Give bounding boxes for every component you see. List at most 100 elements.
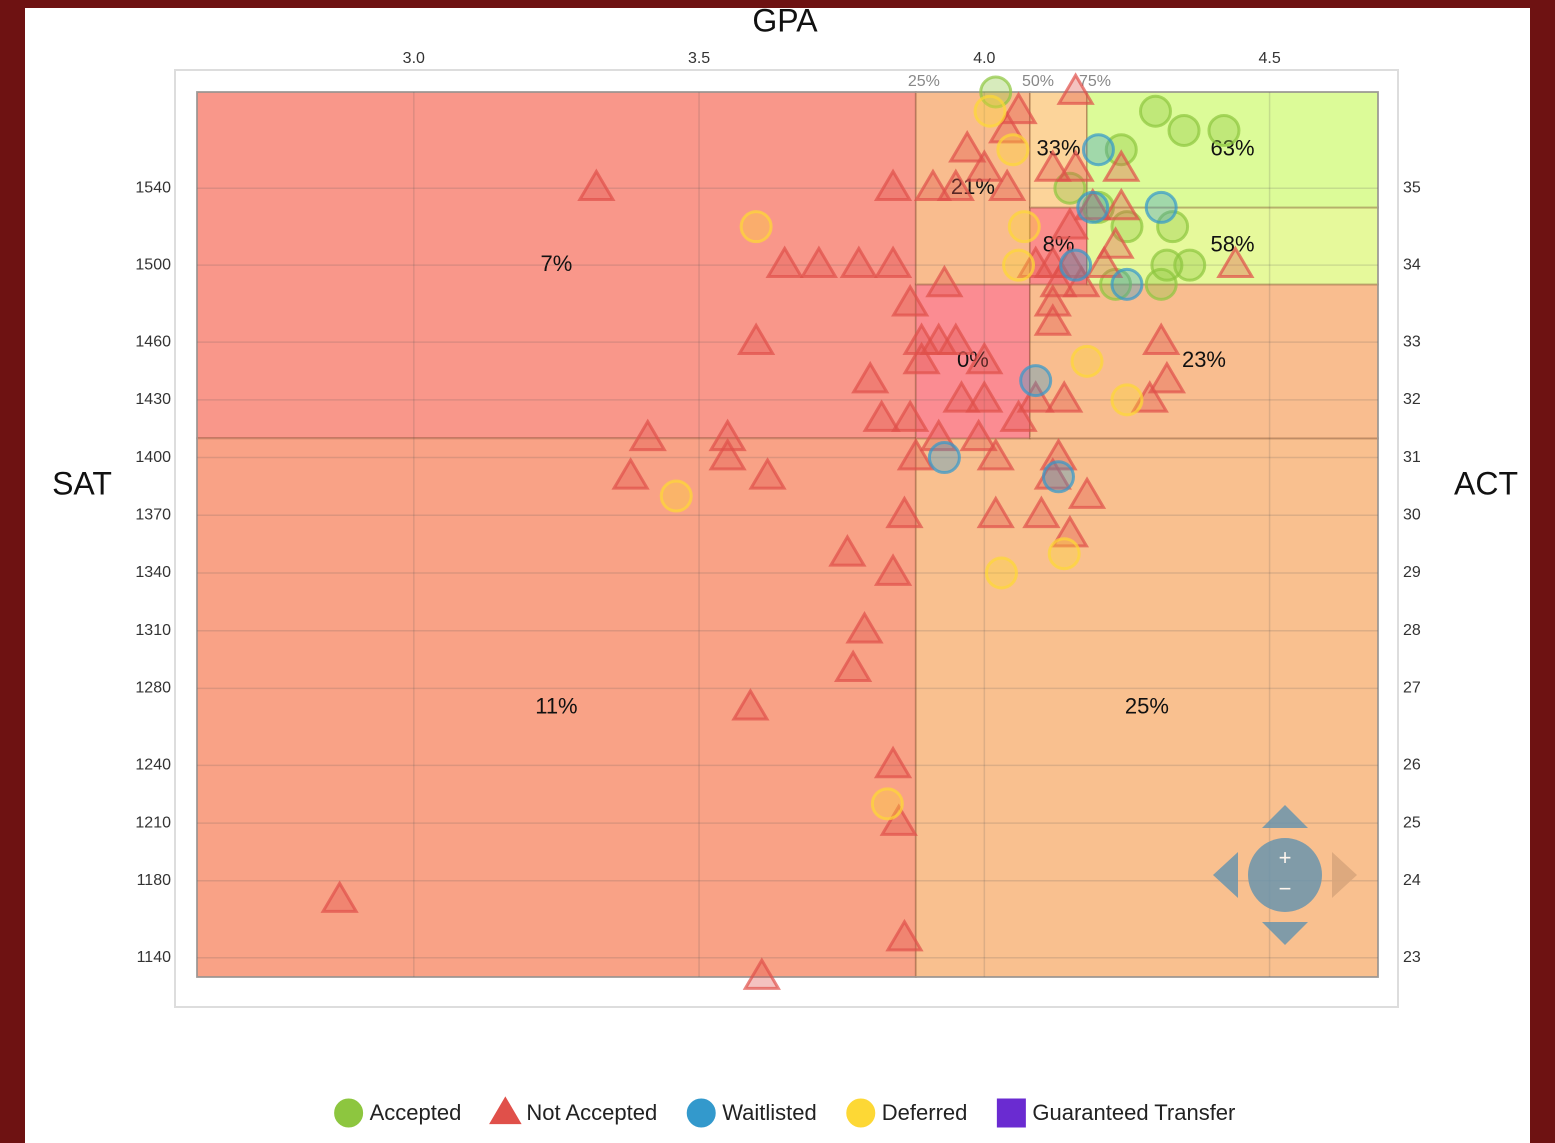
gpa-quartile-label: 50% (1022, 73, 1054, 90)
triangle-marker (902, 341, 941, 375)
circle-marker (984, 556, 1018, 590)
legend-label: Not Accepted (526, 1100, 657, 1125)
triangle-marker (936, 322, 975, 355)
pan-up[interactable] (1262, 805, 1308, 828)
triangle-marker (885, 918, 924, 952)
circle-marker (659, 479, 693, 513)
y-tick-label: 1310 (135, 622, 171, 639)
grid: 3.0 3.5 4.0 4.5 1140 1180 1210 1240 1280 1310 1340… (135, 50, 1421, 977)
y2-tick-label: 28 (1403, 622, 1421, 639)
triangle-marker (936, 168, 975, 202)
zoom-dial (1248, 838, 1322, 912)
x-tick-label: 3.0 (403, 50, 425, 67)
y2-axis-title: ACT (1454, 465, 1518, 501)
triangle-marker (1056, 72, 1095, 105)
circle-marker (1144, 267, 1178, 301)
triangle-marker (873, 553, 913, 586)
circle-marker (1144, 190, 1178, 224)
triangle-marker (1216, 245, 1255, 278)
zoom-out[interactable]: − (1279, 876, 1292, 901)
y-tick-label: 1210 (135, 814, 171, 831)
pan-right[interactable] (1332, 852, 1357, 898)
triangle-marker (1102, 187, 1141, 221)
circle-marker (870, 787, 904, 821)
y-tick-label: 1460 (135, 333, 171, 350)
triangle-marker (885, 495, 924, 529)
circle-marker (1167, 113, 1201, 147)
triangle-marker (988, 168, 1027, 202)
y2-tick-label: 31 (1403, 449, 1421, 466)
circle-marker (1110, 267, 1144, 301)
triangle-marker (1067, 476, 1107, 509)
circle-marker (1081, 133, 1115, 167)
triangle-marker (999, 399, 1038, 432)
triangle-marker (851, 360, 890, 394)
triangle-marker (879, 803, 918, 836)
regions: 7%11% 25%0% 23%21%8%33%58%63% (196, 91, 1379, 979)
triangle-marker (925, 264, 964, 298)
triangle-marker (1085, 245, 1124, 278)
pan-left[interactable] (1213, 852, 1238, 898)
y2-tick-label: 33 (1403, 333, 1421, 350)
zoom-in[interactable]: + (1279, 845, 1292, 870)
triangle-marker (1033, 149, 1072, 182)
triangle-marker (1142, 322, 1181, 355)
triangle-marker (577, 168, 616, 202)
legend-label: Waitlisted (722, 1100, 817, 1125)
triangle-marker (873, 245, 913, 278)
circle-marker (739, 210, 773, 244)
x-tick-label: 3.5 (688, 50, 710, 67)
triangle-marker (1050, 206, 1090, 240)
circle-marker (1076, 190, 1110, 224)
triangle-marker (948, 130, 987, 163)
triangle-marker (862, 399, 901, 432)
plot-border (196, 91, 1379, 978)
triangle-marker (976, 437, 1015, 471)
y-tick-label: 1180 (137, 872, 172, 889)
circle-marker (1150, 248, 1184, 282)
circle-marker (1173, 248, 1207, 282)
legend-marker (846, 1098, 876, 1128)
triangle-marker (839, 245, 878, 278)
legend-marker (686, 1098, 716, 1128)
region-label: 23% (1182, 347, 1226, 372)
circle-marker (1059, 248, 1093, 282)
region (1028, 283, 1379, 440)
gpa-quartile-label: 75% (1079, 73, 1111, 90)
circle-marker (1007, 210, 1041, 244)
circle-marker (1047, 537, 1081, 571)
triangle-marker (748, 457, 787, 490)
x-tick-label: 4.5 (1258, 50, 1280, 67)
y-tick-label: 1280 (135, 680, 171, 697)
triangle-marker (765, 245, 804, 278)
gpa-quartile-label: 25% (908, 73, 940, 90)
y2-tick-label: 35 (1403, 179, 1421, 196)
circle-marker (1138, 94, 1172, 128)
y2-tick-label: 25 (1403, 814, 1421, 831)
legend-label: Accepted (370, 1100, 462, 1125)
region-label: 25% (1125, 693, 1169, 718)
triangle-marker (736, 322, 776, 355)
y-axis-title: SAT (52, 465, 112, 501)
y2-tick-label: 27 (1403, 680, 1421, 697)
y-tick-label: 1340 (135, 564, 171, 581)
legend: Accepted Not Accepted Waitlisted Deferred Gu… (334, 1096, 1235, 1128)
points (320, 72, 1255, 990)
pan-down[interactable] (1262, 922, 1308, 945)
triangle-marker (708, 437, 747, 471)
region-label: 63% (1210, 136, 1254, 161)
y2-tick-label: 23 (1403, 949, 1421, 966)
region-label: 11% (535, 693, 577, 718)
pan-zoom-control: + − (1213, 805, 1357, 945)
triangle-marker (845, 610, 884, 644)
circle-marker (1070, 344, 1104, 378)
circle-marker (1207, 113, 1241, 147)
circle-marker (979, 75, 1013, 109)
triangle-marker (913, 168, 953, 202)
triangle-marker (999, 91, 1038, 125)
y2-tick-label: 26 (1403, 757, 1421, 774)
legend-marker (996, 1098, 1026, 1128)
triangle-marker (1147, 360, 1187, 394)
triangle-marker (611, 457, 650, 490)
